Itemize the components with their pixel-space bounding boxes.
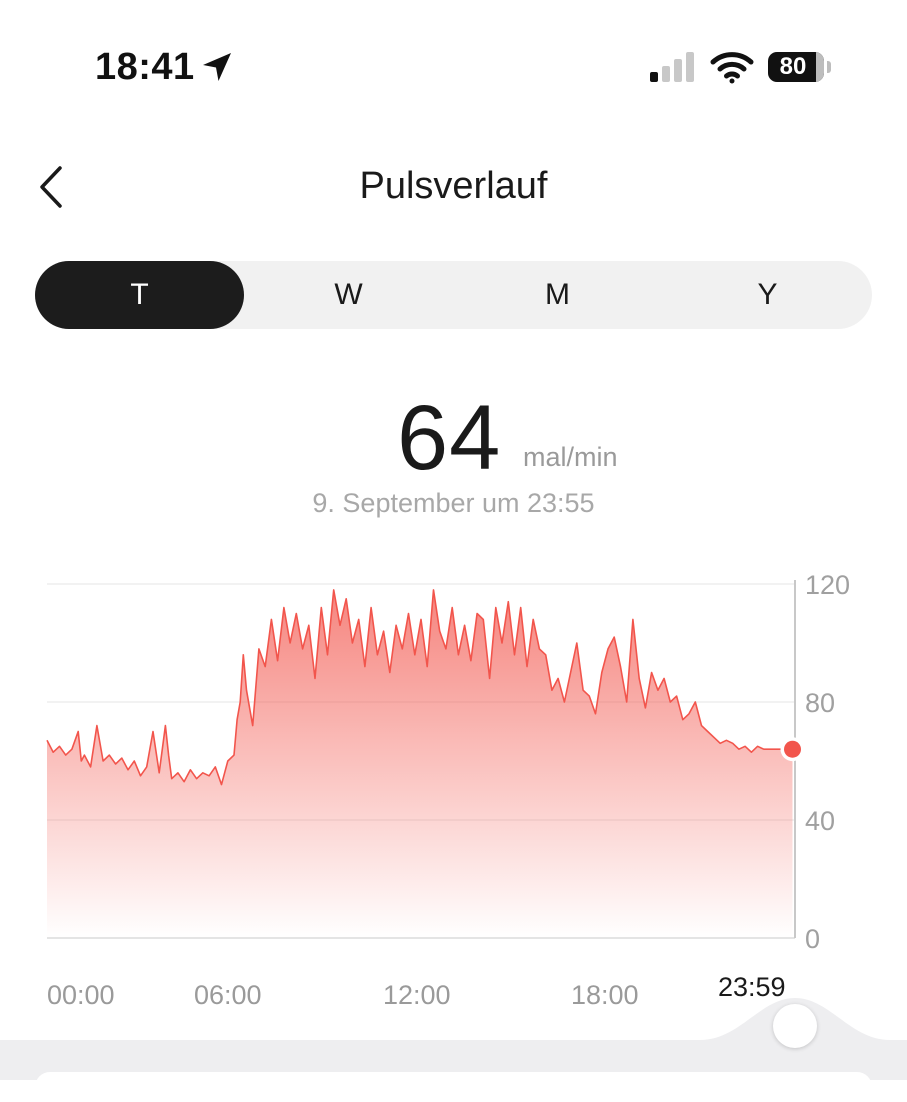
y-tick-label: 120: [805, 570, 850, 600]
tab-day[interactable]: T: [35, 261, 244, 329]
status-bar: 18:41 80: [0, 0, 907, 120]
y-tick-label: 80: [805, 688, 835, 718]
pulse-chart-svg: 0 40 80 120: [46, 570, 850, 954]
wifi-icon: [710, 52, 754, 84]
y-tick-label: 0: [805, 924, 820, 954]
details-card: [35, 1072, 872, 1102]
pulse-line: [46, 589, 793, 786]
selected-point[interactable]: [784, 740, 802, 758]
pulse-chart: 0 40 80 120 00:00 06:00 12:00 18:00 23:59: [0, 560, 907, 1020]
tab-month[interactable]: M: [545, 278, 570, 311]
status-time: 18:41: [95, 46, 195, 88]
cellular-signal-icon: [650, 52, 694, 82]
location-arrow-icon: [203, 53, 231, 81]
battery-empty-area: [816, 52, 824, 82]
time-scrubber-handle[interactable]: [773, 1004, 817, 1048]
scrubber-track-bump: [700, 998, 907, 1050]
pulse-summary: 64 mal/min 9. September um 23:55: [0, 380, 907, 530]
pulse-unit: mal/min: [523, 442, 618, 472]
selected-time-label: 23:59: [718, 972, 786, 1002]
page-title: Pulsverlauf: [359, 165, 548, 207]
x-tick-label: 00:00: [47, 980, 115, 1010]
pulse-timestamp: 9. September um 23:55: [312, 488, 595, 518]
back-button[interactable]: [30, 162, 74, 212]
chevron-left-icon: [40, 166, 62, 208]
tab-week[interactable]: W: [334, 278, 363, 311]
y-tick-label: 40: [805, 806, 835, 836]
period-segmented-control: T W M Y: [35, 261, 872, 329]
x-tick-label: 06:00: [194, 980, 262, 1010]
pulse-area: [47, 589, 793, 938]
tab-year[interactable]: Y: [757, 278, 778, 311]
pulse-value: 64: [397, 387, 502, 489]
battery-indicator: 80: [768, 52, 824, 82]
nav-bar: Pulsverlauf: [0, 140, 907, 232]
x-tick-label: 12:00: [383, 980, 451, 1010]
battery-level: 80: [779, 53, 807, 80]
x-tick-label: 18:00: [571, 980, 639, 1010]
battery-tip: [827, 61, 831, 73]
